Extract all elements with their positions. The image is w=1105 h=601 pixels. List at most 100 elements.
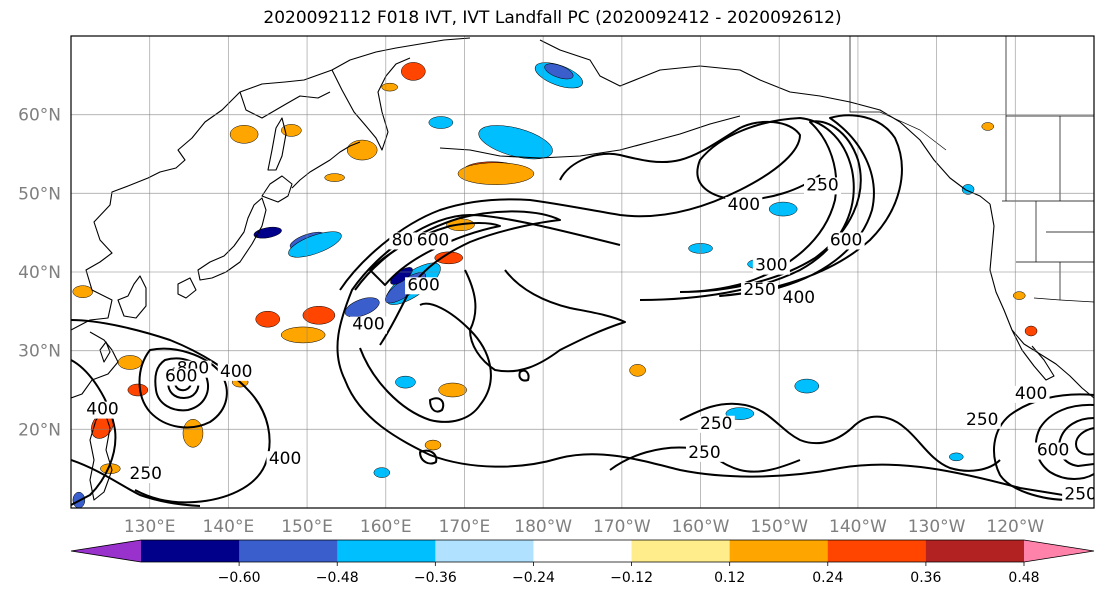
contour-label-bg-11: [162, 368, 200, 386]
lon-tick-label-3: 160°E: [360, 517, 412, 537]
map-frame: [70, 35, 1095, 509]
ivt-shade-patch-1: [288, 231, 342, 258]
contour-gulf-inner-loop: [464, 269, 626, 373]
ivt-shade-patch-2: [253, 226, 282, 239]
colorbar-tick-label-6: 0.24: [812, 570, 843, 586]
contour-label-bg-7: [414, 232, 452, 250]
contour-label-17: 250: [688, 443, 720, 463]
ivt-shade-patch-37: [373, 467, 391, 478]
ivt-shade-patch-13: [478, 125, 553, 160]
ivt-shade-patch-11: [457, 162, 535, 185]
contour-label-bg-19: [1012, 385, 1050, 403]
coastline-baja: [1011, 329, 1055, 381]
contour-label-bg-4: [741, 282, 779, 300]
coastline-philippines: [89, 409, 113, 501]
contour-wpac-250: [71, 459, 201, 507]
colorbar-extend-high: [1024, 540, 1094, 562]
coastline-taiwan: [99, 341, 111, 363]
contour-label-20: 600: [1037, 441, 1069, 461]
contour-ar-core: [339, 120, 801, 291]
lat-tick-label-1: 30°N: [18, 342, 61, 362]
ivt-shade-patch-23: [768, 201, 798, 217]
coastline-sakhalin: [267, 117, 287, 171]
contour-label-bg-15: [127, 466, 165, 484]
contour-label-bg-3: [780, 289, 818, 307]
ivt-shade-patch-31: [127, 383, 149, 397]
map-title: 2020092112 F018 IVT, IVT Landfall PC (20…: [263, 8, 842, 28]
colorbar-segment-5: [631, 540, 731, 562]
contour-label-bg-8: [405, 277, 443, 295]
colorbar-segment-3: [435, 540, 534, 562]
ivt-shade-patch-44: [381, 82, 398, 92]
ivt-shade-patch-42: [1012, 291, 1026, 300]
coastline-asia-mainland: [71, 37, 471, 331]
contour-label-bg-0: [804, 177, 842, 195]
lat-tick-label-0: 20°N: [18, 420, 61, 440]
ivt-shade-patch-38: [424, 439, 442, 451]
contour-small-3: [518, 369, 530, 382]
colorbar-tick-label-2: −0.36: [414, 570, 457, 586]
ivt-shade-patch-16: [346, 139, 378, 161]
contour-label-14: 400: [269, 449, 301, 469]
colorbar-segment-4: [533, 540, 633, 562]
ivt-shade-patch-7: [302, 306, 336, 325]
lon-tick-label-5: 180°W: [514, 517, 572, 537]
colorbar-segment-1: [239, 540, 338, 562]
lon-tick-label-10: 130°W: [908, 517, 966, 537]
colorbar-segment-6: [729, 540, 829, 562]
colorbar-outline: [70, 539, 1095, 563]
contour-label-bg-2: [827, 232, 865, 250]
latitude-tick-labels: 20°N 30°N 40°N 50°N 60°N: [18, 106, 61, 441]
contour-label-4: 250: [743, 280, 775, 300]
colorbar-tick-label-3: −0.24: [512, 570, 555, 586]
contour-label-3: 400: [783, 288, 815, 308]
contour-label-19: 400: [1015, 384, 1047, 404]
contour-small-1: [429, 397, 445, 413]
ivt-shade-patch-39: [981, 122, 995, 131]
contour-label-bg-12: [217, 363, 255, 381]
contour-tropics-250: [679, 402, 1001, 472]
contour-label-bg-1: [725, 197, 763, 215]
contour-label-bg-16: [697, 415, 735, 433]
border-alaska-canada: [849, 36, 947, 151]
ivt-shade-patch-45: [324, 173, 345, 182]
ivt-shade-patch-6: [344, 297, 380, 318]
contour-label-15: 250: [130, 464, 162, 484]
contour-typhoon-400: [138, 347, 228, 429]
coastline-japan-kyushu: [177, 277, 197, 299]
coastline-aleutians: [439, 115, 741, 159]
coastline-okhotsk: [239, 91, 331, 119]
colorbar-extend-low: [71, 540, 141, 562]
colorbar-tick-label-7: 0.36: [910, 570, 941, 586]
contour-label-bg-9: [349, 316, 387, 334]
contour-label-bg-14: [266, 451, 304, 469]
coastline-china-south: [71, 331, 119, 399]
ivt-shade-patch-30: [117, 355, 143, 370]
contour-label-bg-20: [1034, 442, 1072, 460]
contour-label-bg-13: [83, 401, 121, 419]
lon-tick-label-9: 140°W: [829, 517, 887, 537]
contour-label-bg-5: [752, 257, 790, 275]
coastline-kuril-islands: [291, 141, 361, 189]
contour-label-bg-21: [1062, 486, 1094, 504]
ivt-shade-patch-19: [428, 116, 454, 129]
contour-label-21: 250: [1064, 485, 1096, 505]
colorbar-segment-2: [337, 540, 436, 562]
contour-label-7: 600: [417, 230, 449, 250]
ivt-shade-patch-15: [544, 63, 574, 80]
contour-label-5: 300: [755, 256, 787, 276]
political-borders: [849, 36, 1094, 303]
colorbar-tick-label-5: 0.12: [714, 570, 745, 586]
colorbar-tick-label-1: −0.48: [316, 570, 359, 586]
coastlines: [71, 37, 1094, 501]
contour-labels-layer: 2504006004002503008006006004008006004004…: [83, 175, 1096, 505]
lon-tick-label-8: 150°W: [750, 517, 808, 537]
contour-label-1: 400: [728, 195, 760, 215]
longitude-tick-labels: 130°E 140°E 150°E 160°E 170°E 180°W 170°W 160°W…: [124, 517, 1045, 537]
ivt-shade-patch-33: [629, 364, 646, 377]
contour-label-8: 600: [407, 275, 439, 295]
contour-label-2: 600: [830, 230, 862, 250]
lon-tick-label-11: 120°W: [986, 517, 1044, 537]
ivt-shade-patch-32: [438, 382, 467, 398]
